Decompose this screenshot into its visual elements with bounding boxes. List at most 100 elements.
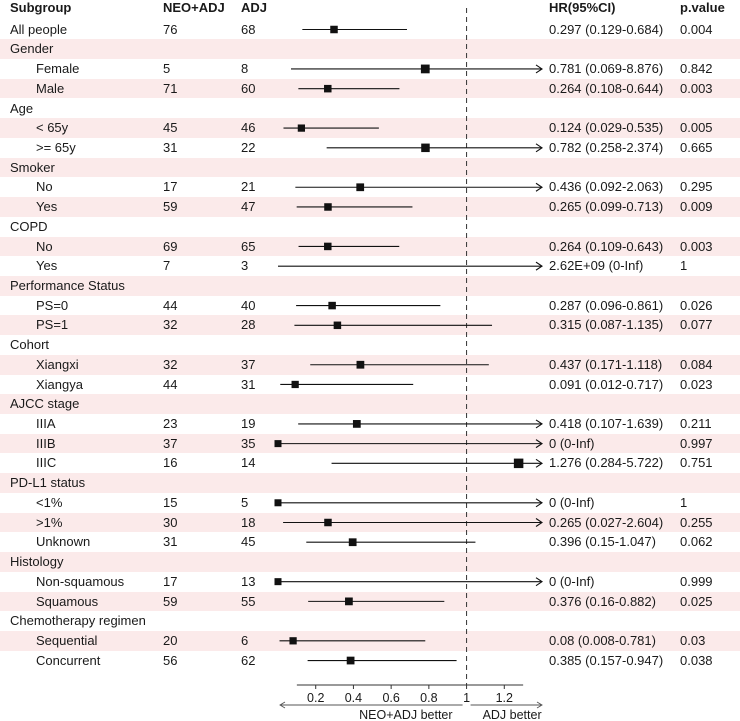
group-label: AJCC stage (10, 396, 80, 412)
neo-adj-count: 5 (163, 61, 171, 77)
p-value: 0.997 (680, 435, 713, 451)
adj-count: 28 (241, 317, 256, 333)
ci-arrow (535, 498, 543, 508)
hr-ci-text: 0.297 (0.129-0.684) (549, 21, 664, 37)
point-estimate (345, 597, 353, 606)
p-value: 0.005 (680, 120, 713, 136)
p-value: 1 (680, 258, 688, 274)
point-estimate (356, 183, 365, 192)
hr-ci-text: 0.264 (0.108-0.644) (549, 80, 664, 96)
subgroup-label: Yes (36, 258, 58, 274)
hr-ci-text: 0.265 (0.027-2.604) (549, 514, 664, 530)
point-estimate (352, 420, 361, 428)
ci-arrow (535, 458, 543, 468)
adj-count: 5 (241, 494, 249, 510)
subgroup-label: IIIC (36, 455, 57, 471)
ci-arrow (535, 143, 543, 153)
point-estimate (513, 458, 524, 469)
adj-count: 19 (241, 416, 256, 432)
adj-count: 37 (241, 356, 256, 372)
neo-adj-count: 59 (163, 593, 178, 609)
point-estimate (421, 143, 430, 153)
hr-ci-text: 0.091 (0.012-0.717) (549, 376, 664, 392)
adj-count: 22 (241, 139, 256, 155)
subgroup-label: Xiangxi (36, 356, 79, 372)
subgroup-label: IIIA (36, 416, 56, 432)
adj-count: 62 (241, 652, 256, 668)
point-estimate (274, 499, 282, 507)
point-estimate (274, 440, 282, 448)
adj-count: 68 (241, 21, 256, 37)
adj-count: 31 (241, 376, 256, 392)
adj-count: 40 (241, 297, 256, 313)
neo-adj-count: 15 (163, 494, 178, 510)
subgroup-label: No (36, 179, 53, 195)
neo-adj-count: 30 (163, 514, 178, 530)
subgroup-label: Sequential (36, 632, 98, 648)
adj-count: 18 (241, 514, 256, 530)
hr-ci-text: 0.437 (0.171-1.118) (549, 356, 663, 372)
right-caption: ADJ better (483, 708, 542, 721)
neo-adj-count: 69 (163, 238, 178, 254)
neo-adj-count: 44 (163, 297, 178, 313)
neo-adj-count: 31 (163, 534, 178, 550)
group-label: Smoker (10, 159, 55, 175)
adj-count: 6 (241, 632, 249, 648)
right-arrow-head (536, 701, 543, 709)
point-estimate (289, 637, 297, 645)
hr-ci-text: 0.287 (0.096-0.861) (549, 297, 664, 313)
p-value: 0.077 (680, 317, 713, 333)
neo-adj-count: 16 (163, 455, 178, 471)
group-label: Performance Status (10, 278, 125, 293)
hr-ci-text: 2.62E+09 (0-Inf) (549, 258, 644, 274)
neo-adj-count: 32 (163, 356, 178, 372)
point-estimate (291, 380, 299, 389)
hr-ci-text: 0 (0-Inf) (549, 494, 595, 510)
subgroup-label: Concurrent (36, 652, 101, 668)
ci-arrow (535, 439, 543, 449)
point-estimate (333, 321, 342, 330)
adj-count: 45 (241, 534, 256, 550)
p-value: 1 (680, 494, 688, 510)
adj-count: 47 (241, 199, 256, 215)
hr-ci-text: 0.265 (0.099-0.713) (549, 199, 664, 215)
hr-ci-text: 0.376 (0.16-0.882) (549, 593, 656, 609)
adj-count: 14 (241, 455, 256, 471)
point-estimate (324, 518, 332, 527)
row-band (0, 157, 740, 178)
point-estimate (324, 203, 332, 211)
hr-ci-text: 0.396 (0.15-1.047) (549, 534, 656, 550)
subgroup-label: All people (10, 21, 68, 37)
p-value: 0.062 (680, 534, 713, 550)
subgroup-label: PS=0 (36, 297, 69, 313)
neo-adj-count: 23 (163, 416, 178, 432)
subgroup-label: < 65y (36, 120, 69, 136)
p-value: 0.211 (680, 416, 712, 432)
p-value: 0.023 (680, 376, 713, 392)
x-tick-label: 0.4 (345, 691, 362, 705)
group-label: Histology (10, 554, 64, 570)
point-estimate (324, 84, 332, 93)
neo-adj-count: 56 (163, 652, 178, 668)
adj-count: 60 (241, 80, 256, 96)
x-tick-label: 0.6 (382, 691, 399, 705)
point-estimate (420, 64, 430, 74)
p-value: 0.295 (680, 179, 713, 195)
neo-adj-count: 44 (163, 376, 178, 392)
subgroup-label: Non-squamous (36, 573, 125, 589)
hr-ci-text: 0 (0-Inf) (549, 573, 595, 589)
p-value: 0.084 (680, 356, 713, 372)
p-value: 0.999 (680, 573, 713, 589)
adj-count: 65 (241, 238, 256, 254)
subgroup-label: <1% (36, 494, 63, 510)
hr-ci-text: 0.782 (0.258-2.374) (549, 139, 664, 155)
p-value: 0.751 (680, 455, 713, 471)
x-tick-label: 0.2 (307, 691, 324, 705)
subgroup-label: No (36, 238, 53, 254)
subgroup-label: IIIB (36, 435, 56, 451)
p-value: 0.009 (680, 199, 713, 215)
p-value: 0.665 (680, 139, 713, 155)
p-value: 0.842 (680, 61, 713, 77)
